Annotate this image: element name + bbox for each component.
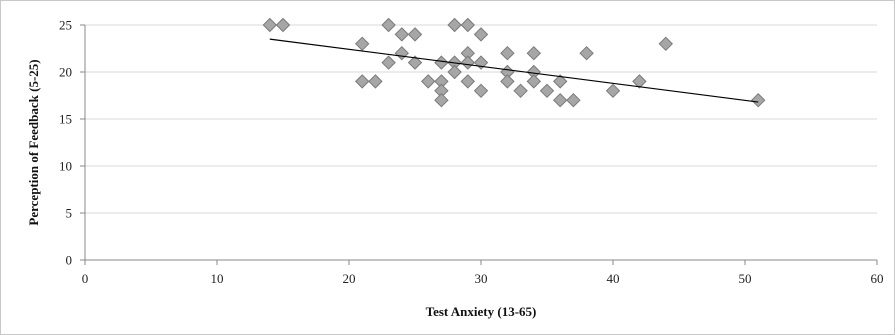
data-point-15	[381, 55, 396, 70]
gridlines	[85, 24, 877, 214]
data-point-17	[434, 55, 449, 70]
data-point-0	[262, 17, 278, 33]
x-tick-label: 50	[739, 271, 752, 286]
data-point-35	[513, 83, 528, 99]
y-tick-label: 20	[59, 65, 72, 80]
x-tick-label: 60	[871, 271, 884, 286]
data-point-10	[394, 45, 410, 61]
data-point-28	[460, 74, 476, 89]
data-point-14	[579, 45, 594, 61]
x-tick-label: 40	[607, 271, 620, 286]
data-point-3	[447, 17, 462, 33]
y-tick-label: 5	[66, 206, 73, 221]
data-point-8	[354, 36, 370, 52]
data-point-19	[460, 55, 476, 70]
data-point-36	[539, 83, 555, 99]
data-point-6	[407, 27, 423, 42]
x-axis-title: Test Anxiety (13-65)	[426, 304, 537, 319]
data-point-39	[552, 92, 568, 108]
data-point-13	[526, 45, 542, 61]
data-point-2	[381, 17, 396, 33]
data-point-31	[552, 74, 568, 89]
data-point-12	[500, 45, 515, 61]
data-point-7	[473, 27, 489, 42]
data-point-40	[566, 92, 581, 108]
data-point-32	[632, 74, 647, 89]
data-point-29	[500, 74, 515, 89]
x-tick-label: 30	[475, 271, 488, 286]
data-point-5	[394, 27, 410, 42]
data-point-34	[473, 83, 489, 99]
data-point-24	[354, 74, 370, 89]
data-point-21	[447, 64, 462, 80]
data-point-25	[368, 74, 383, 89]
data-point-26	[420, 74, 436, 89]
x-tick-label: 0	[82, 271, 89, 286]
data-point-38	[434, 92, 449, 108]
data-point-41	[750, 92, 766, 108]
x-tick-label: 20	[343, 271, 356, 286]
trendline	[269, 38, 759, 103]
data-point-1	[275, 17, 291, 33]
data-point-4	[460, 17, 476, 33]
x-tick-labels: 0 10 20 30 40 50 60	[82, 271, 884, 286]
x-tick-label: 10	[211, 271, 224, 286]
data-points	[262, 17, 766, 108]
y-tick-label: 10	[59, 159, 72, 174]
y-tick-labels: 0 5 10 15 20 25	[59, 18, 72, 268]
y-axis-title: Perception of Feedback (5-25)	[26, 59, 41, 225]
y-tick-label: 0	[66, 253, 73, 268]
data-point-30	[526, 74, 542, 89]
data-point-9	[658, 36, 674, 52]
trendline-group	[269, 38, 759, 103]
data-point-37	[605, 83, 621, 99]
axes	[80, 24, 878, 265]
data-point-16	[407, 55, 423, 70]
y-tick-label: 25	[59, 18, 72, 33]
y-tick-label: 15	[59, 112, 72, 127]
